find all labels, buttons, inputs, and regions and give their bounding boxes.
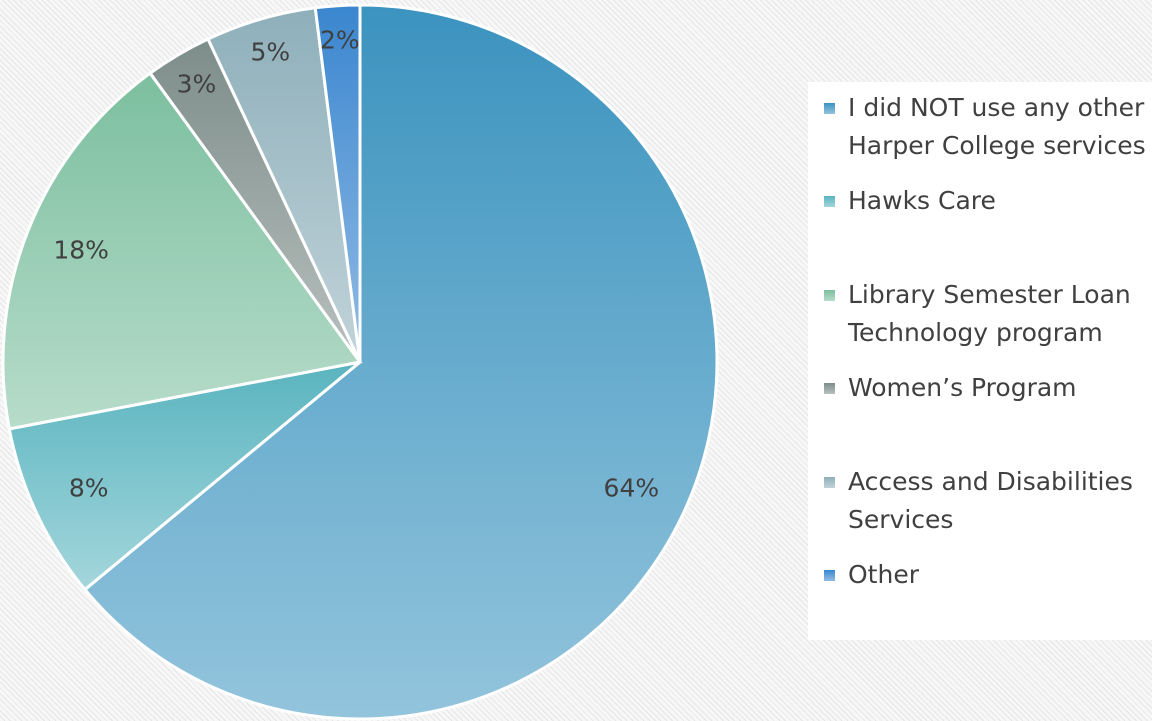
data-label: 8% — [69, 474, 109, 503]
legend-item: I did NOT use any other Harper College s… — [822, 89, 1152, 165]
legend-item: Library Semester Loan Technology program — [822, 276, 1152, 352]
legend-item: Women’s Program — [822, 369, 1152, 407]
data-label: 18% — [53, 236, 109, 265]
legend-swatch — [824, 103, 835, 114]
legend-label: Women’s Program — [848, 373, 1077, 403]
data-label: 64% — [604, 474, 660, 503]
legend: I did NOT use any other Harper College s… — [808, 82, 1152, 640]
pie-slice — [7, 360, 361, 592]
legend-label: Access and Disabilities Services — [848, 466, 1133, 534]
legend-swatch — [824, 476, 835, 488]
legend-swatch — [824, 570, 835, 581]
legend-item: Access and Disabilities Services — [822, 463, 1152, 539]
data-label: 2% — [320, 25, 360, 54]
data-label: 3% — [177, 69, 217, 98]
pie-slice — [82, 3, 719, 721]
legend-swatch — [824, 383, 835, 395]
legend-label: Library Semester Loan Technology program — [848, 279, 1131, 347]
legend-item: Hawks Care — [822, 182, 1152, 220]
data-label: 5% — [251, 37, 291, 66]
legend-item: Other — [822, 556, 1152, 594]
legend-label: I did NOT use any other Harper College s… — [848, 93, 1146, 160]
pie-slice — [313, 3, 362, 363]
legend-swatch — [824, 196, 835, 208]
legend-label: Hawks Care — [848, 186, 996, 216]
legend-swatch — [824, 289, 835, 301]
legend-label: Other — [848, 560, 919, 589]
pie-slice — [1, 71, 363, 431]
